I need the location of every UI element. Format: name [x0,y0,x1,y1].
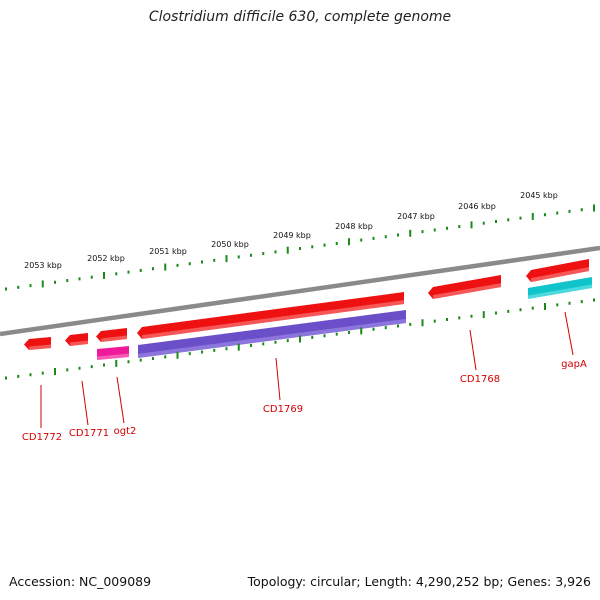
kbp-label: 2052 kbp [87,254,125,263]
gene-label: CD1769 [263,404,303,415]
gene-label-leader [275,357,281,401]
topology-summary: Topology: circular; Length: 4,290,252 bp… [247,574,591,589]
accession-text: Accession: NC_009089 [9,574,152,589]
inner-tick-scale [5,298,595,380]
gene-upstream-red[interactable] [96,328,127,342]
gene-label: gapA [561,359,587,370]
gene-ogt2[interactable] [97,346,129,360]
gene-label: CD1768 [460,374,500,385]
gene-cd1772[interactable] [24,337,51,350]
kbp-label: 2048 kbp [335,222,373,231]
gene-label-leader [564,311,574,356]
gene-label-leader [469,329,477,371]
kbp-labels: 2053 kbp 2052 kbp 2051 kbp 2050 kbp 2049 kbp… [24,191,558,270]
genome-backbone [0,245,600,337]
kbp-label: 2049 kbp [273,231,311,240]
gene-labels: CD1772 CD1771 ogt2 CD1769 CD1768 gapA [22,311,587,443]
kbp-label: 2047 kbp [397,212,435,221]
gene-cd1771[interactable] [65,333,88,346]
gene-features[interactable] [24,259,592,360]
outer-tick-scale [5,204,595,291]
gene-cd1769[interactable] [138,310,406,358]
gene-gapA-top[interactable] [526,259,589,282]
kbp-label: 2053 kbp [24,261,62,270]
gene-label-leader [116,376,125,424]
kbp-label: 2046 kbp [458,202,496,211]
kbp-label: 2050 kbp [211,240,249,249]
gene-label-leader [81,380,89,426]
gene-cd1768[interactable] [428,275,501,299]
gene-label: CD1771 [69,428,109,439]
gene-gapA[interactable] [528,277,592,299]
gene-label: CD1772 [22,432,62,443]
genome-title: Clostridium difficile 630, complete geno… [148,9,452,25]
kbp-label: 2045 kbp [520,191,558,200]
gene-cd1769-top[interactable] [137,292,404,339]
kbp-label: 2051 kbp [149,247,187,256]
gene-label: ogt2 [114,426,137,437]
